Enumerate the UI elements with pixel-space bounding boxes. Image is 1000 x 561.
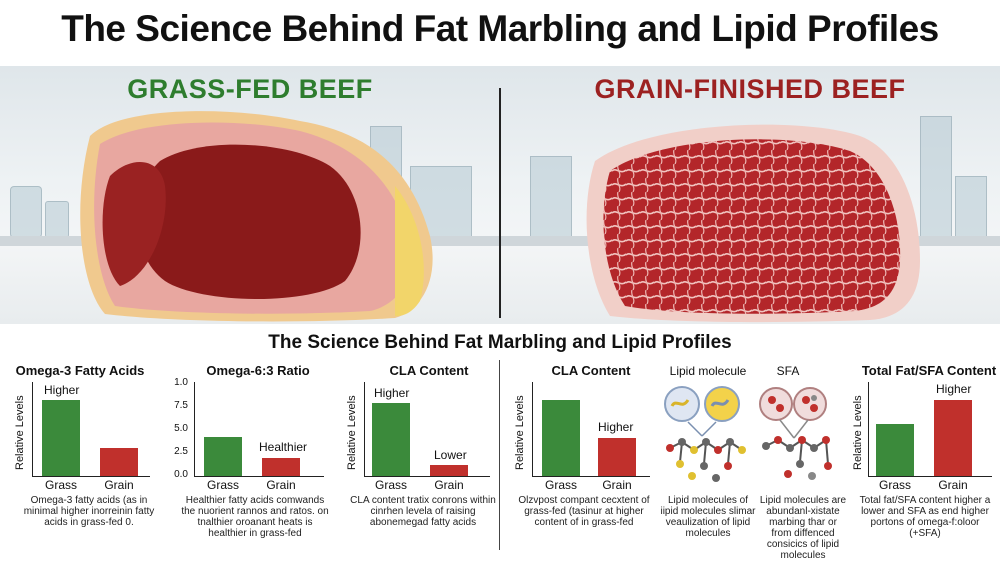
cla-chart-right: CLA Content Relative Levels Higher Grass… [506, 360, 656, 556]
grass-fed-label: GRASS-FED BEEF [127, 74, 373, 104]
chart-title: Omega-6:3 Ratio [206, 363, 310, 378]
chart-caption: Omega-3 fatty acids (as in minimal highe… [23, 495, 155, 528]
category-label: Grain [434, 478, 464, 492]
category-label: Grain [104, 478, 134, 492]
grain-finished-label: GRAIN-FINISHED BEEF [594, 74, 906, 104]
category-label: Grass [206, 478, 239, 492]
bar-grass [42, 400, 80, 476]
bar-grass [876, 424, 914, 476]
chart-caption: Healthier fatty acids comwands the nuori… [181, 495, 329, 539]
chart-title: CLA Content [389, 363, 469, 378]
category-label: Grass [878, 478, 911, 492]
section-divider [499, 360, 500, 550]
bar-grain [430, 465, 468, 476]
omega3-chart: Omega-3 Fatty Acids Relative Levels High… [0, 360, 160, 556]
lipid-molecule-panel: Lipid molecule Lipid molecules of iipid … [658, 360, 758, 556]
grass-fed-photo: GRASS-FED BEEF [0, 66, 500, 324]
grain-finished-steak-image [586, 124, 920, 323]
bar-grass [204, 437, 242, 476]
omega6-chart: Omega-6:3 Ratio 1.0 7.5 5.0 2.5 0.0 Heal… [162, 360, 334, 556]
bar-grain [262, 458, 300, 476]
sfa-caption: Lipid molecules are abundanl-xistate mar… [759, 495, 847, 561]
chart-title: Omega-3 Fatty Acids [15, 363, 145, 378]
category-label: Grain [602, 478, 632, 492]
tick-label: 2.5 [174, 446, 188, 457]
y-axis-label: Relative Levels [852, 395, 864, 470]
lipid-molecule-label: Lipid molecule [669, 364, 747, 378]
bar-grass [542, 400, 580, 476]
bar-grain [934, 400, 972, 476]
lipid-molecule-icon [664, 386, 746, 482]
chart-title: Total Fat/SFA Content [861, 363, 997, 378]
sfa-molecule-icon [759, 387, 832, 480]
category-label: Grass [544, 478, 577, 492]
bar-grass [372, 403, 410, 476]
chart-caption: Olzvpost compant cecxtent of grass-fed (… [518, 495, 650, 528]
tick-label: 5.0 [174, 423, 188, 434]
y-axis-label: Relative Levels [346, 395, 358, 470]
total-fat-chart: Total Fat/SFA Content Relative Levels Hi… [850, 360, 998, 556]
category-label: Grain [266, 478, 296, 492]
chart-title: CLA Content [551, 363, 631, 378]
bar-annotation: Higher [936, 382, 972, 396]
tick-label: 0.0 [174, 469, 188, 480]
bar-grain [598, 438, 636, 476]
bar-annotation: Higher [44, 383, 80, 397]
chart-caption: CLA content tratix conrons within cinrhe… [350, 495, 496, 528]
category-label: Grass [44, 478, 77, 492]
sfa-label: SFA [776, 364, 800, 378]
chart-caption: Total fat/SFA content higher a lower and… [859, 495, 991, 539]
bar-annotation: Higher [598, 420, 634, 434]
category-label: Grain [938, 478, 968, 492]
tick-label: 1.0 [174, 377, 188, 388]
grain-finished-photo: GRAIN-FINISHED BEEF [500, 66, 1000, 324]
grass-fed-steak-image [80, 111, 433, 322]
bar-annotation-high: Higher [374, 386, 410, 400]
sfa-molecule-panel: SFA Lipid molecules are abundanl-xistate… [758, 360, 850, 561]
bar-annotation: Healthier [259, 440, 308, 454]
tick-label: 7.5 [174, 400, 188, 411]
lipid-caption: Lipid molecules of iipid molecules slima… [660, 495, 756, 539]
category-label: Grass [374, 478, 407, 492]
photo-divider [499, 88, 501, 318]
page-title: The Science Behind Fat Marbling and Lipi… [61, 8, 939, 49]
section-subtitle: The Science Behind Fat Marbling and Lipi… [268, 332, 732, 353]
bar-grain [100, 448, 138, 476]
cla-chart-left: CLA Content Relative Levels Higher Lower… [340, 360, 498, 556]
y-axis-label: Relative Levels [14, 395, 26, 470]
bar-annotation-low: Lower [434, 448, 467, 462]
y-axis-label: Relative Levels [514, 395, 526, 470]
